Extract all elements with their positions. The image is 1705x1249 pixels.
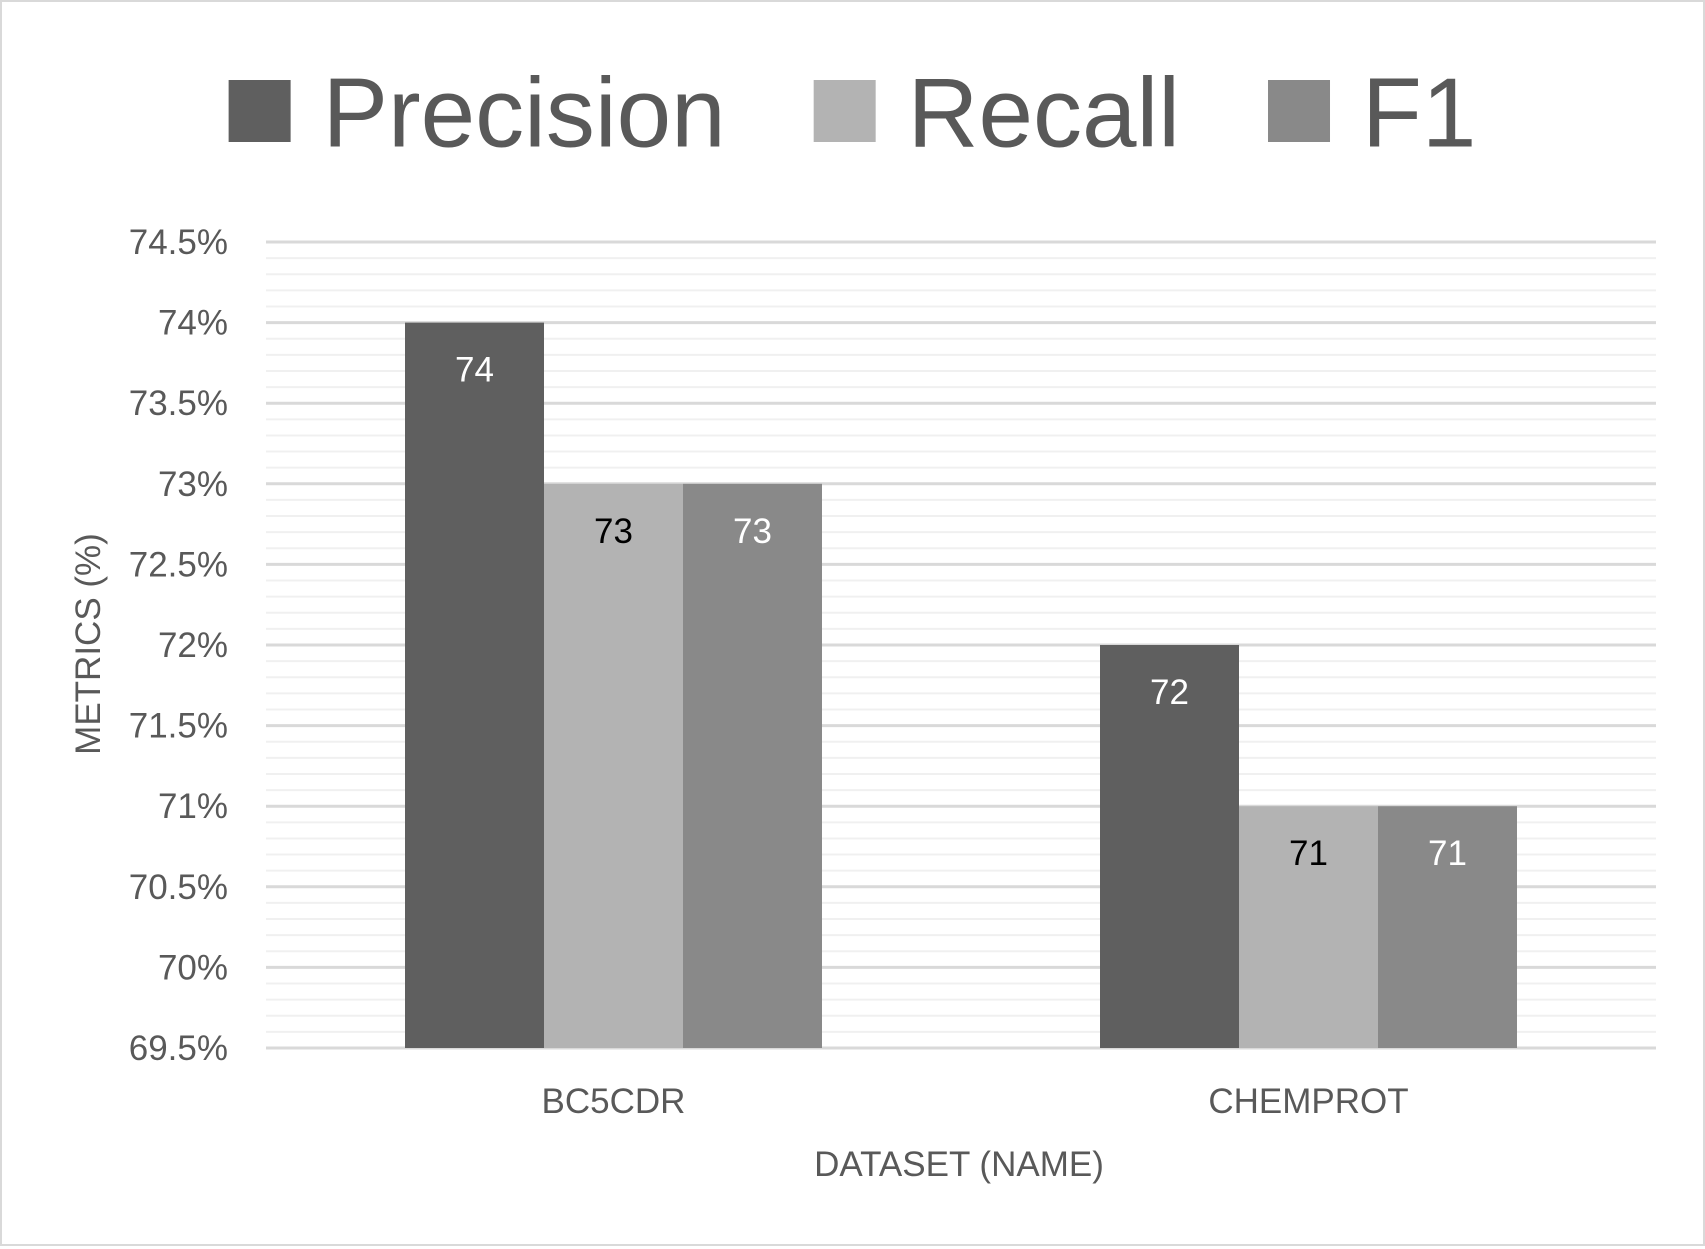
- bar-recall-bc5cdr: [544, 483, 683, 1048]
- y-tick-label: 69.5%: [129, 1029, 228, 1068]
- y-tick-label: 71.5%: [129, 707, 228, 746]
- bar-recall-chemprot: [1239, 806, 1378, 1048]
- x-axis-title: DATASET (NAME): [814, 1145, 1104, 1184]
- y-axis-tick-labels: 69.5% 70% 70.5% 71% 71.5% 72% 72.5% 73% 73.5% 74%…: [129, 223, 228, 1068]
- y-tick-label: 73.5%: [129, 384, 228, 423]
- y-tick-label: 70%: [158, 948, 228, 987]
- y-tick-label: 74%: [158, 304, 228, 343]
- legend-label: Precision: [323, 57, 726, 167]
- legend: Precision Recall F1: [228, 57, 1476, 167]
- legend-swatch: [1268, 80, 1331, 142]
- x-tick-label: CHEMPROT: [1208, 1082, 1408, 1121]
- legend-label: F1: [1362, 57, 1476, 167]
- bar-f1-bc5cdr: [683, 483, 822, 1048]
- legend-item-f1: F1: [1268, 57, 1476, 167]
- legend-label: Recall: [908, 57, 1180, 167]
- legend-item-recall: Recall: [813, 57, 1180, 167]
- y-tick-label: 71%: [158, 787, 228, 826]
- legend-swatch: [228, 80, 291, 142]
- bar-value-label: 73: [733, 512, 772, 551]
- legend-swatch: [813, 80, 876, 142]
- bar-precision-bc5cdr: [405, 322, 544, 1049]
- x-tick-label: BC5CDR: [542, 1082, 686, 1121]
- bar-value-label: 74: [455, 351, 494, 390]
- legend-item-precision: Precision: [228, 57, 726, 167]
- y-tick-label: 73%: [158, 465, 228, 504]
- bar-f1-chemprot: [1378, 806, 1517, 1048]
- bar-data-labels: 74 73 73 72 71 71: [455, 351, 1467, 874]
- bar-value-label: 71: [1289, 834, 1328, 873]
- y-tick-label: 70.5%: [129, 868, 228, 907]
- x-axis-tick-labels: BC5CDR CHEMPROT: [542, 1082, 1409, 1121]
- bar-value-label: 72: [1150, 673, 1189, 712]
- y-tick-label: 72.5%: [129, 545, 228, 584]
- y-tick-label: 74.5%: [129, 223, 228, 262]
- y-tick-label: 72%: [158, 626, 228, 665]
- bars: [405, 322, 1517, 1049]
- bar-value-label: 73: [594, 512, 633, 551]
- y-axis-title: METRICS (%): [69, 533, 108, 755]
- bar-value-label: 71: [1428, 834, 1467, 873]
- bar-precision-chemprot: [1100, 645, 1239, 1048]
